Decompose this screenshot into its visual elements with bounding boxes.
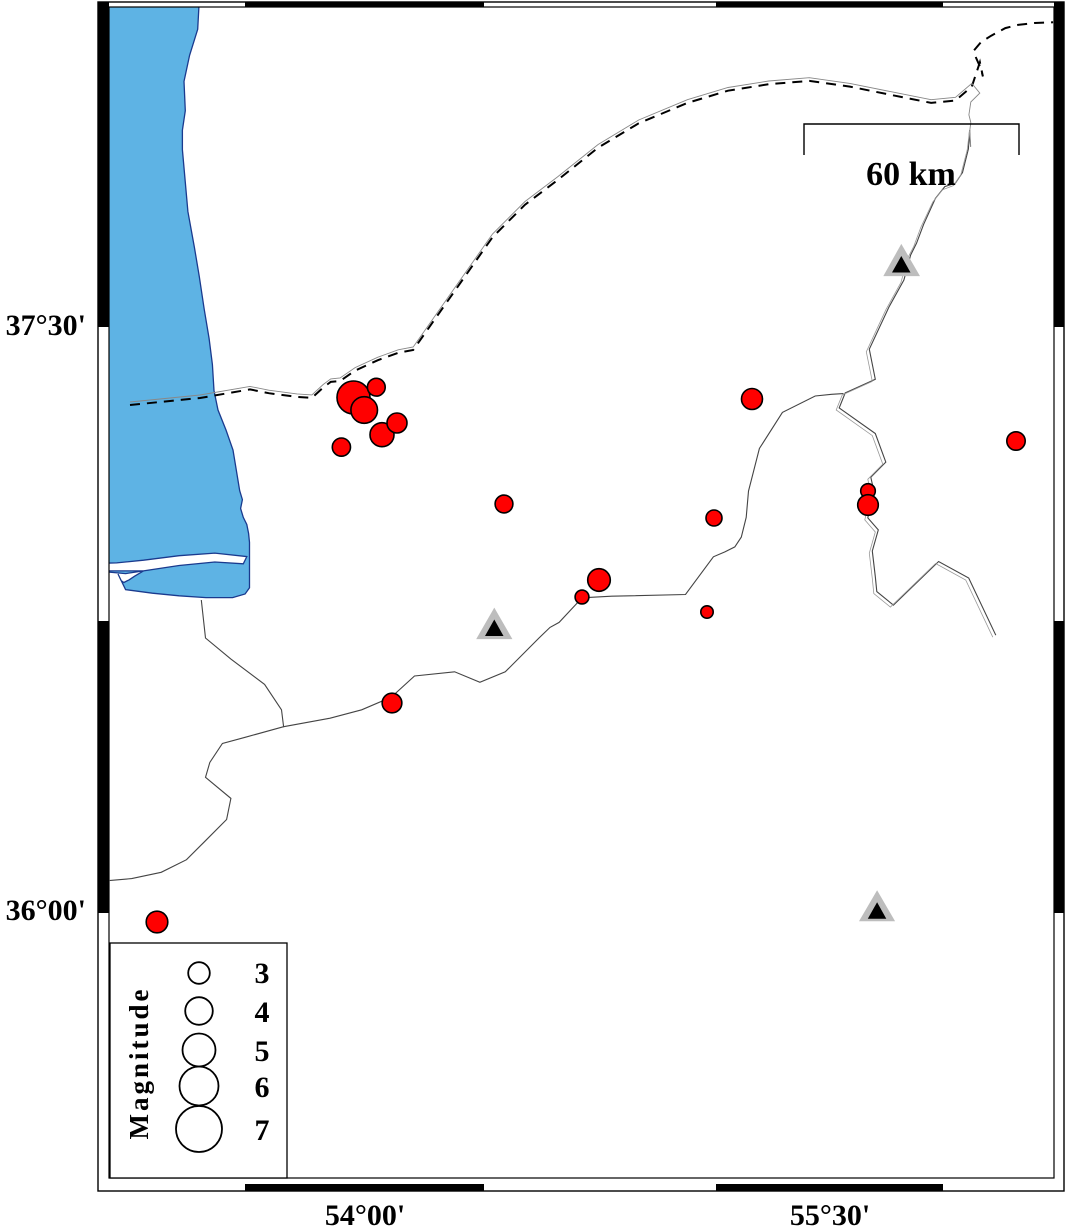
svg-text:36°00': 36°00' (6, 894, 86, 927)
svg-text:5: 5 (255, 1035, 270, 1068)
svg-text:54°00': 54°00' (325, 1199, 405, 1229)
svg-text:4: 4 (255, 996, 270, 1029)
svg-text:7: 7 (255, 1114, 270, 1147)
svg-text:37°30': 37°30' (6, 309, 86, 342)
svg-text:6: 6 (255, 1071, 270, 1104)
svg-text:55°30': 55°30' (790, 1199, 870, 1229)
svg-text:Magnitude: Magnitude (124, 986, 154, 1139)
svg-text:60 km: 60 km (866, 156, 956, 193)
svg-text:3: 3 (255, 957, 270, 990)
